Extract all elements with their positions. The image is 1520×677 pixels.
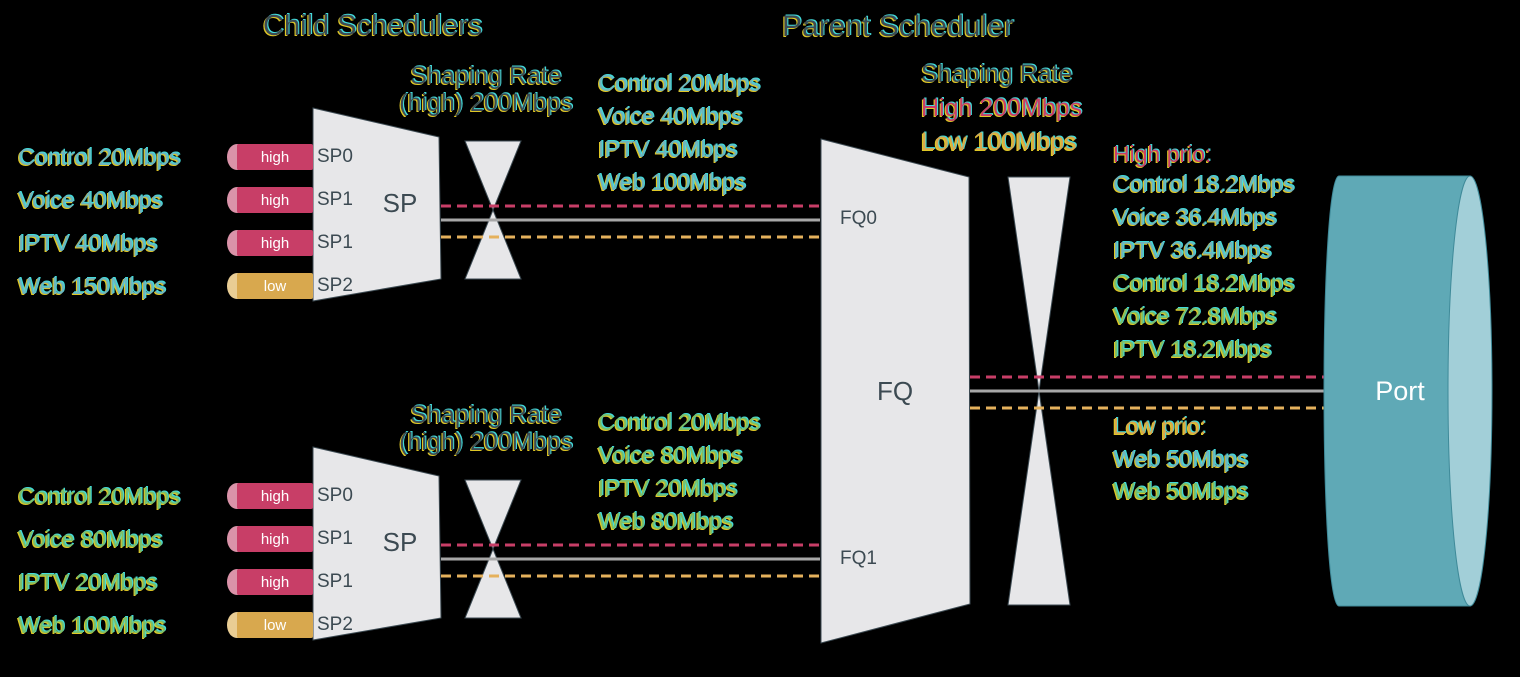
svg-text:Port: Port bbox=[1375, 376, 1425, 406]
